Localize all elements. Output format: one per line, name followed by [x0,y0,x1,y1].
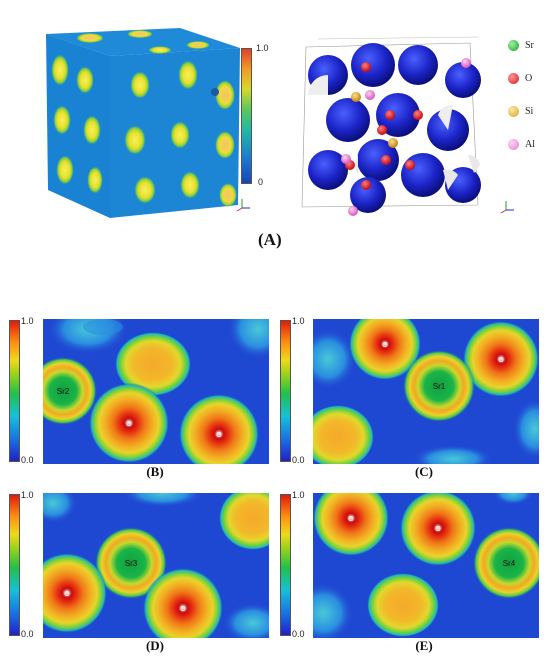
atom-label-e-2: O [435,526,441,533]
caption-e: (E) [415,638,433,653]
colorbar-c [280,320,291,462]
atom-label-d-2: O [64,591,70,598]
atom-label-c-2: O [498,357,504,364]
legend-label-al: Al [525,139,535,150]
legend-label-sr: Sr [525,40,534,51]
colorbar-a-max: 1.0 [256,43,269,53]
colorbar-b-max: 1.0 [21,316,34,326]
caption-a: (A) [258,230,282,249]
colorbar-d-min: 0.0 [21,629,34,639]
atom-label-b-1: Sr2 [57,387,70,396]
crystal-structure-model [301,36,481,216]
legend-entry-si: Si [508,106,550,139]
o-dot-icon [508,73,519,84]
atom-label-c-3: Sr1 [433,382,446,391]
legend-entry-o: O [508,73,550,106]
caption-c: (C) [414,464,434,479]
legend-entry-al: Al [508,139,550,172]
axis-triad-icon [236,199,250,212]
colorbar-e-min: 0.0 [292,629,305,639]
atom-label-e-3: Sr4 [503,559,516,568]
axis-triad-icon-2 [500,201,514,214]
elf-map-d: Sr3 O O [43,493,269,638]
legend-entry-sr: Sr [508,40,550,73]
colorbar-a [241,48,252,184]
atom-label-c-1: O [382,342,388,349]
colorbar-b-min: 0.0 [21,455,34,465]
elf-map-e: O O Sr4 [313,493,539,638]
al-dot-icon [508,139,519,150]
caption-d: (D) [145,638,165,653]
colorbar-b [9,320,20,462]
elf-map-c: O O Sr1 [313,319,539,464]
si-dot-icon [508,106,519,117]
legend-label-si: Si [525,106,534,117]
atom-label-b-2: O [126,421,132,428]
legend-label-o: O [525,73,533,84]
atom-label-e-1: O [348,516,354,523]
atom-label-d-1: Sr3 [125,559,138,568]
colorbar-e-max: 1.0 [292,490,305,500]
colorbar-c-min: 0.0 [292,455,305,465]
colorbar-c-max: 1.0 [292,316,305,326]
caption-b: (B) [146,464,164,479]
atom-legend: Sr O Si Al [508,40,550,172]
colorbar-e [280,494,291,636]
atom-label-d-3: O [180,606,186,613]
colorbar-a-min: 0 [258,177,264,187]
colorbar-d-max: 1.0 [21,490,34,500]
elf-map-b: Sr2 O O [43,319,269,464]
atom-label-b-3: O [216,432,222,439]
elf-isosurface-cube [46,28,240,218]
sr-dot-icon [508,40,519,51]
colorbar-d [9,494,20,636]
